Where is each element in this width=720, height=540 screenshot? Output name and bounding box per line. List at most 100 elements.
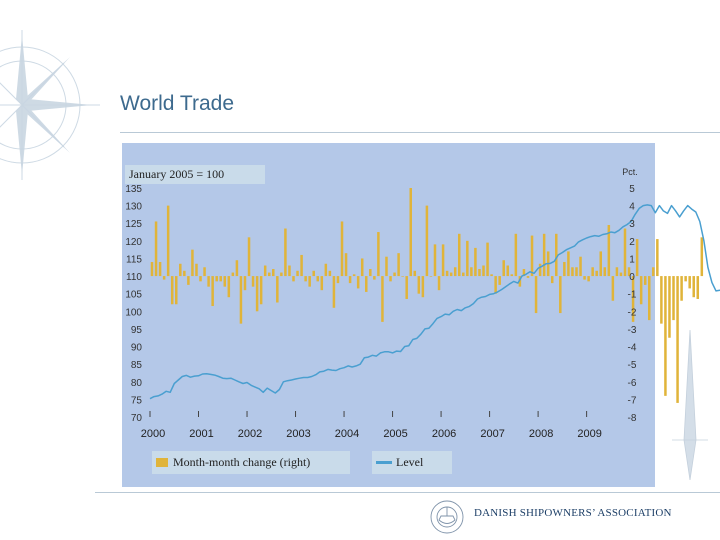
y-right-tick-label: 5 (629, 184, 635, 195)
bar-mark (437, 276, 441, 291)
bar-mark (247, 237, 251, 277)
bar-mark (227, 276, 231, 298)
bar-mark (631, 276, 635, 322)
y-left-tick-label: 130 (125, 202, 142, 213)
bar-mark (506, 265, 510, 277)
y-right-tick-label: 4 (629, 202, 635, 213)
bar-mark (235, 260, 239, 277)
compass-rose-icon (0, 30, 100, 180)
bar-mark (344, 253, 348, 277)
bar-mark (276, 276, 279, 303)
bar-mark (559, 276, 562, 314)
x-tick-label: 2007 (480, 428, 504, 440)
bar-mark (643, 276, 647, 285)
x-tick-label: 2009 (577, 428, 601, 440)
footer-divider (95, 492, 720, 493)
bar-mark (470, 267, 473, 277)
bar-mark (324, 263, 328, 277)
bar-mark (405, 276, 408, 299)
bar-mark (409, 188, 412, 277)
bar-mark (231, 272, 235, 277)
bar-mark (595, 270, 598, 277)
bar-mark (336, 276, 340, 284)
bar-mark (158, 261, 162, 277)
bar-mark (441, 244, 445, 277)
y-left-tick-label: 120 (125, 237, 142, 248)
y-right-tick-label: 3 (629, 219, 635, 230)
bar-mark (365, 276, 368, 292)
bar-mark (397, 253, 400, 277)
bar-mark (215, 276, 218, 282)
bar-mark (154, 221, 158, 277)
bar-mark (599, 251, 602, 277)
bar-mark (664, 276, 667, 396)
bar-mark (243, 276, 247, 291)
bar-mark (486, 242, 489, 277)
y-left-tick-label: 85 (131, 360, 143, 371)
bar-mark (191, 249, 194, 277)
bar-mark (223, 276, 227, 287)
bar-mark (263, 265, 267, 277)
y-left-tick-label: 95 (131, 325, 143, 336)
bar-mark (696, 276, 700, 299)
bar-mark (259, 276, 263, 305)
chart-panel (122, 143, 655, 487)
bar-mark (385, 256, 388, 277)
title-divider (120, 132, 720, 133)
bar-mark (393, 272, 396, 277)
y-right-tick-label: -4 (628, 343, 637, 354)
bar-mark (288, 265, 291, 277)
y-right-tick-label: -2 (628, 307, 637, 318)
x-tick-label: 2006 (432, 428, 456, 440)
y-right-tick-label: -5 (628, 360, 637, 371)
y-left-tick-label: 110 (126, 272, 142, 283)
bar-mark (179, 263, 182, 277)
y-left-tick-label: 100 (125, 307, 142, 318)
bar-mark (668, 276, 671, 338)
bar-mark (445, 270, 449, 277)
legend-label-bars: Month-month change (right) (173, 455, 311, 469)
bar-mark (575, 267, 578, 277)
bar-mark (219, 276, 222, 282)
bar-mark (316, 276, 320, 282)
bar-mark (195, 263, 198, 277)
bar-mark (421, 276, 425, 298)
bar-mark (611, 276, 615, 301)
bar-mark (417, 276, 421, 294)
bar-mark (534, 276, 538, 314)
bar-mark (401, 276, 404, 277)
y-left-tick-label: 135 (125, 184, 142, 195)
bar-mark (373, 276, 376, 280)
bar-mark (700, 237, 704, 277)
bar-mark (639, 276, 643, 305)
bar-mark (369, 269, 372, 277)
bar-mark (284, 228, 287, 277)
footer-organization: DANISH SHIPOWNERS’ ASSOCIATION (474, 507, 672, 519)
bar-mark (251, 276, 255, 287)
bar-mark (304, 276, 307, 282)
bar-mark (603, 267, 607, 277)
bar-mark (478, 269, 481, 277)
bar-mark (514, 233, 518, 277)
y-right-tick-label: -6 (628, 378, 637, 389)
bar-mark (635, 239, 639, 277)
bar-mark (352, 274, 356, 277)
bar-mark (538, 263, 542, 277)
x-tick-label: 2005 (383, 428, 407, 440)
bar-mark (255, 276, 259, 312)
bar-mark (381, 276, 384, 322)
bar-mark (482, 265, 485, 277)
bar-mark (672, 276, 675, 321)
y-left-tick-label: 80 (131, 378, 143, 389)
level-series-line (149, 204, 720, 400)
bar-mark (587, 276, 590, 282)
bar-mark (267, 272, 271, 277)
bar-mark (199, 276, 202, 282)
bar-mark (187, 276, 190, 285)
bar-mark (462, 272, 465, 277)
bar-mark (652, 267, 655, 277)
bar-mark (360, 258, 364, 277)
bar-mark (688, 276, 691, 289)
bar-mark (320, 276, 324, 291)
bar-mark (542, 233, 546, 277)
